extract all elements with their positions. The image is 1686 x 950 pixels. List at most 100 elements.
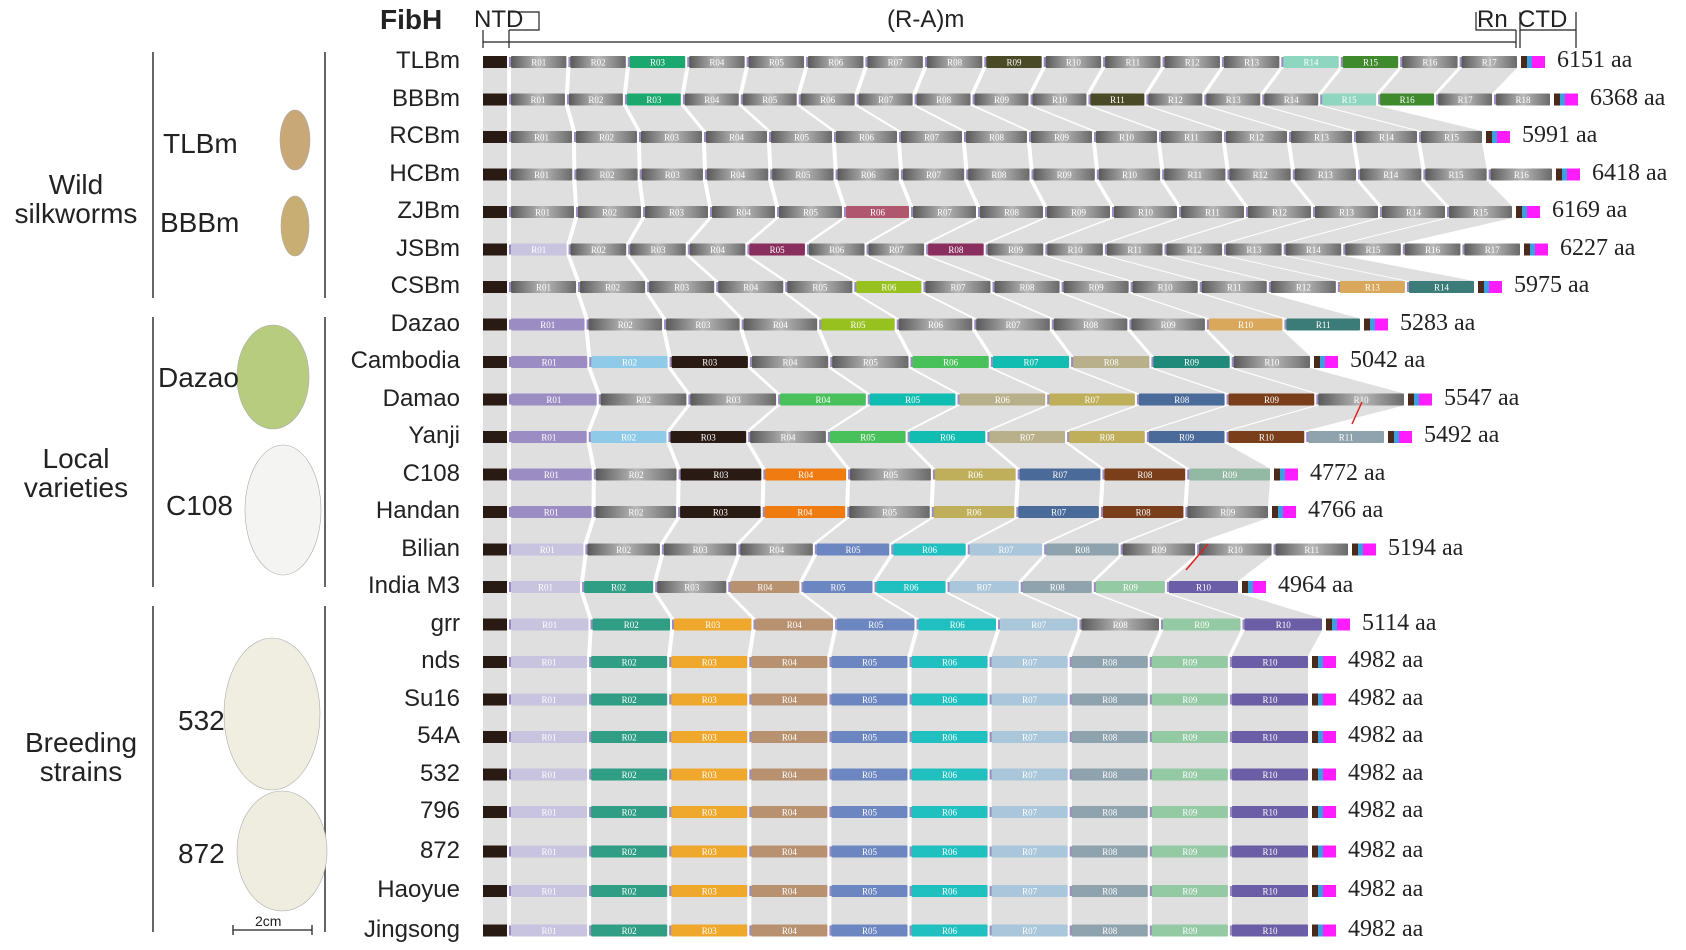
homology-link xyxy=(584,555,660,581)
linker-segment xyxy=(1242,619,1246,630)
repeat-segment xyxy=(511,924,588,937)
repeat-label: R07 xyxy=(977,583,993,593)
repeat-segment xyxy=(595,468,677,481)
repeat-segment xyxy=(1049,393,1135,406)
repeat-segment xyxy=(1151,731,1228,743)
repeat-segment xyxy=(751,885,828,897)
repeat-label: R03 xyxy=(693,545,709,555)
ctd-segment xyxy=(1283,506,1296,518)
linker-segment xyxy=(749,732,753,742)
homology-link xyxy=(832,368,956,394)
linker-segment xyxy=(509,469,512,480)
repeat-segment xyxy=(991,924,1068,937)
homology-link xyxy=(595,480,677,506)
homology-link xyxy=(1231,818,1308,846)
repeat-segment xyxy=(831,656,908,668)
linker-segment xyxy=(1051,319,1055,330)
homology-link xyxy=(916,68,983,94)
repeat-segment xyxy=(671,656,748,668)
ctd-linker-segment xyxy=(1318,806,1323,818)
repeat-segment xyxy=(751,693,828,706)
repeat-label: R02 xyxy=(622,887,637,897)
linker-segment xyxy=(989,732,993,742)
repeat-label: R15 xyxy=(1366,245,1382,255)
repeat-label: R04 xyxy=(782,658,798,668)
linker-segment xyxy=(1246,207,1249,217)
repeat-label: R05 xyxy=(770,245,786,255)
ntd-link xyxy=(483,330,507,356)
homology-link xyxy=(751,630,833,656)
repeat-label: R04 xyxy=(782,808,798,818)
repeat-segment xyxy=(1229,168,1291,181)
ntd-link xyxy=(483,293,507,319)
linker-segment xyxy=(1229,807,1233,817)
linker-segment xyxy=(1069,657,1073,667)
repeat-label: R05 xyxy=(769,58,785,68)
repeat-segment xyxy=(511,845,588,858)
linker-segment xyxy=(669,925,673,936)
repeat-label: R01 xyxy=(544,508,559,518)
repeat-segment xyxy=(680,506,761,518)
linker-segment xyxy=(748,432,752,442)
ctd-segment xyxy=(1565,93,1578,106)
mutation-marker xyxy=(1185,543,1209,571)
ntd-segment xyxy=(483,768,507,781)
repeat-segment xyxy=(1095,581,1165,593)
repeat-label: R12 xyxy=(1253,170,1268,180)
repeat-label: R07 xyxy=(1022,847,1038,857)
linker-segment xyxy=(661,544,665,555)
repeat-label: R10 xyxy=(1122,170,1138,180)
repeat-segment xyxy=(626,93,681,106)
repeat-segment xyxy=(913,206,976,218)
repeat-segment xyxy=(671,768,748,781)
ntd-link xyxy=(483,255,507,281)
repeat-segment xyxy=(511,206,574,218)
linker-segment xyxy=(909,694,913,705)
repeat-label: R09 xyxy=(1151,545,1167,555)
homology-link xyxy=(1231,780,1308,806)
homology-link xyxy=(1071,897,1148,925)
linker-segment xyxy=(989,657,993,667)
homology-link xyxy=(831,780,908,806)
homology-link xyxy=(876,593,996,619)
repeat-label: R06 xyxy=(940,433,956,443)
homology-link xyxy=(987,255,1129,281)
repeat-label: R17 xyxy=(1485,245,1501,255)
repeat-segment xyxy=(816,543,890,556)
rn-segment xyxy=(1408,393,1414,406)
repeat-label: R05 xyxy=(905,395,921,405)
linker-segment xyxy=(867,394,871,405)
strain-name: nds xyxy=(421,647,460,674)
homology-link xyxy=(876,555,966,581)
homology-link xyxy=(584,593,670,619)
homology-link xyxy=(991,743,1068,769)
repeat-segment xyxy=(1285,243,1342,256)
linker-segment xyxy=(589,807,593,817)
homology-link xyxy=(800,105,897,131)
repeat-label: R06 xyxy=(928,320,944,330)
repeat-label: R03 xyxy=(702,847,718,857)
repeat-label: R02 xyxy=(622,847,637,857)
repeat-label: R09 xyxy=(994,95,1010,105)
repeat-label: R06 xyxy=(942,770,958,780)
repeat-label: R03 xyxy=(702,808,718,818)
homology-link xyxy=(591,780,668,806)
repeat-label: R10 xyxy=(1138,208,1154,218)
repeat-label: R04 xyxy=(787,620,803,630)
repeat-segment xyxy=(1018,506,1099,518)
repeat-segment xyxy=(511,243,567,256)
linker-segment xyxy=(907,432,911,442)
strain-track: R01 R02 R03 R04 R05 R06 R07 R08 R09 R10 xyxy=(483,393,1432,406)
repeat-label: R14 xyxy=(1379,133,1395,143)
ntd-link xyxy=(483,518,507,544)
strain-track: R01 R02 R03 R04 R05 R06 R07 R08 R09 R10 R11 R12 R13 R… xyxy=(483,243,1548,256)
homology-link xyxy=(684,68,745,94)
repeat-label: R07 xyxy=(1022,733,1038,743)
repeat-segment xyxy=(1308,431,1384,443)
repeat-label: R08 xyxy=(948,245,964,255)
homology-link xyxy=(831,897,908,925)
repeat-label: R01 xyxy=(542,847,557,857)
homology-link xyxy=(911,780,988,806)
homology-link xyxy=(1231,743,1308,769)
repeat-label: R02 xyxy=(602,208,617,218)
